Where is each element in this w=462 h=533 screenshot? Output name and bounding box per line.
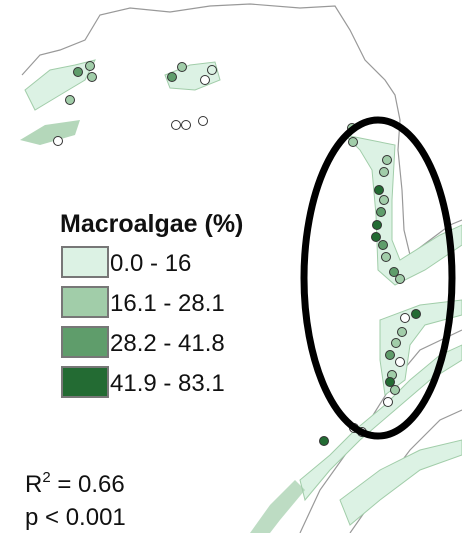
legend-label: 16.1 - 28.1 (110, 290, 225, 317)
legend-items: 0.0 - 16 16.1 - 28.1 28.2 - 41.8 41.9 - 83.… (61, 246, 225, 398)
r-exponent: 2 (42, 469, 50, 486)
algae-patches (20, 59, 462, 533)
legend-swatch (61, 326, 109, 358)
coastline (21, 3, 462, 257)
r-squared: R2 = 0.66 (25, 469, 125, 498)
legend-label: 0.0 - 16 (110, 250, 191, 277)
legend-swatch (61, 286, 109, 318)
legend: Macroalgae (%) 0.0 - 16 16.1 - 28.1 28.2 -… (60, 210, 243, 398)
r-symbol: R (25, 471, 42, 498)
legend-label: 41.9 - 83.1 (110, 370, 225, 397)
legend-swatch (61, 366, 109, 398)
r-value: = 0.66 (51, 471, 125, 498)
highlight-ellipse (300, 116, 456, 440)
p-value: p < 0.001 (25, 504, 126, 531)
legend-title: Macroalgae (%) (60, 210, 243, 238)
legend-label: 28.2 - 41.8 (110, 330, 225, 357)
legend-swatch (61, 246, 109, 278)
